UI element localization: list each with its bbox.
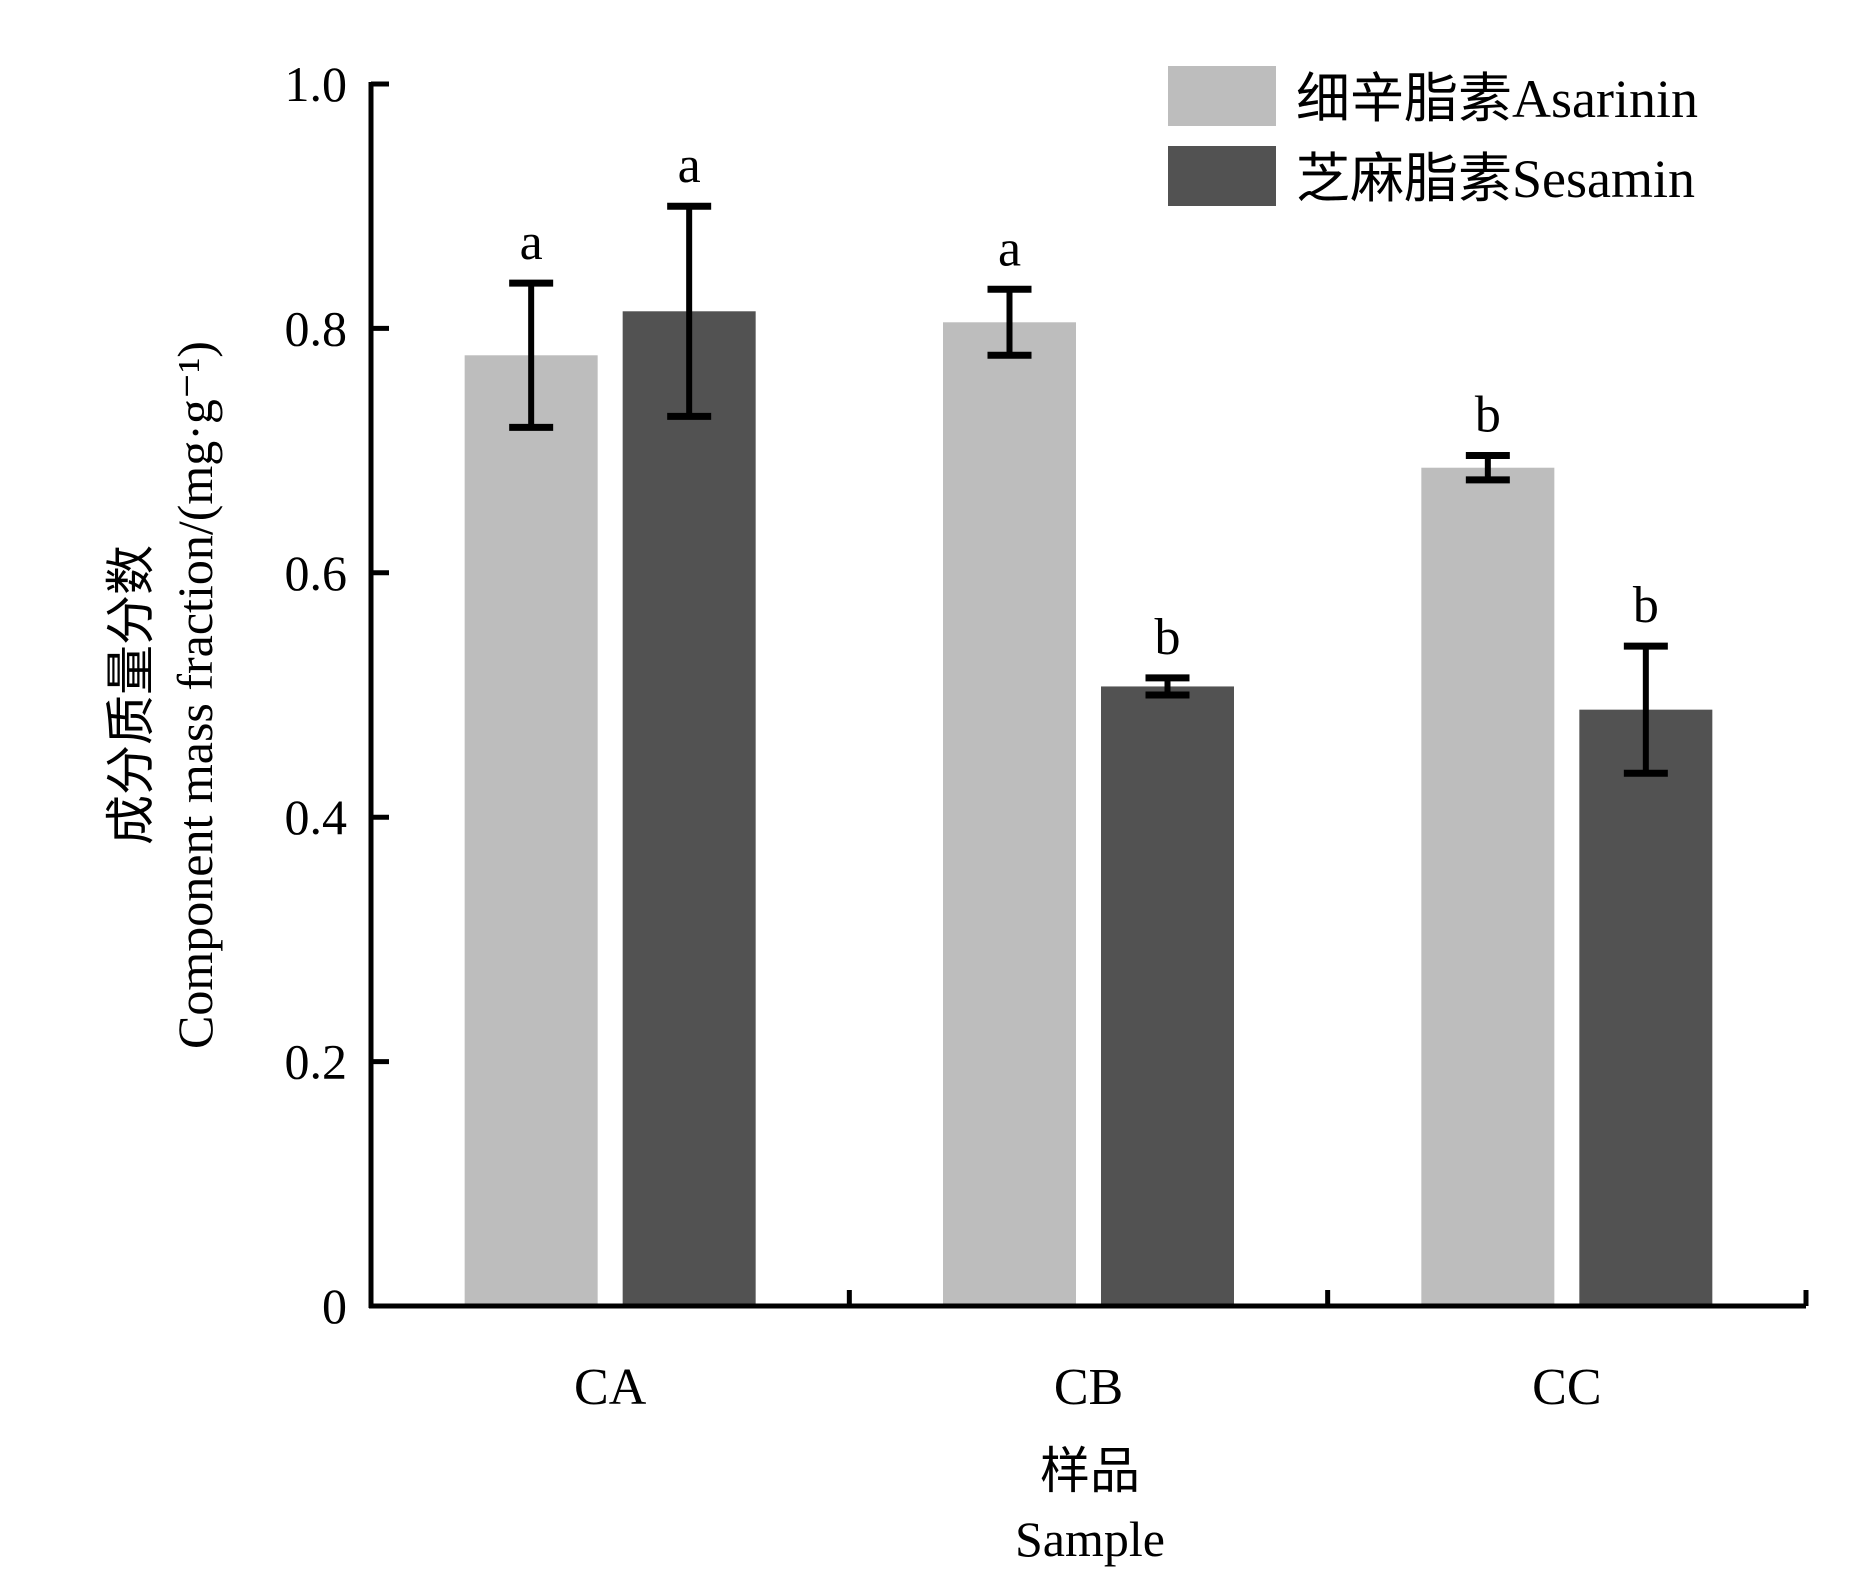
y-tick-label: 0.2: [285, 1034, 348, 1090]
significance-label-cc-series-1: b: [1633, 577, 1659, 634]
significance-label-ca-series-1: a: [678, 137, 701, 194]
error-bar-ca-series-0: [509, 279, 554, 431]
chart-axes: CA CB CC 0 0.2 0.4 0.6 0.8 1.0: [285, 56, 1809, 1416]
x-tick-label-ca: CA: [574, 1359, 647, 1416]
bar-cb-series-1: [1101, 686, 1234, 1306]
y-tick-label: 0.4: [285, 789, 348, 845]
bar-cb-series-0: [943, 322, 1076, 1306]
legend-label-asarinin: 细辛脂素Asarinin: [1296, 69, 1698, 129]
error-bar-cc-series-1: [1623, 642, 1668, 777]
x-axis-title-en: Sample: [1015, 1511, 1165, 1567]
bar-ca-series-0: [464, 355, 598, 1306]
significance-label-cb-series-1: b: [1155, 609, 1181, 666]
bar-ca-series-1: [622, 311, 756, 1306]
error-bar-cb-series-0: [987, 285, 1032, 359]
y-axis-title-cn: 成分质量分数: [103, 545, 159, 845]
x-tick-label-cb: CB: [1054, 1359, 1123, 1416]
legend-swatch-asarinin: [1168, 66, 1276, 126]
legend-swatch-sesamin: [1168, 146, 1276, 206]
chart-marks: a a a b b b: [464, 137, 1713, 1306]
y-tick-label: 0.6: [285, 545, 348, 601]
bar-cc-series-0: [1421, 467, 1555, 1306]
y-tick-label: 0: [322, 1278, 347, 1334]
error-bar-cb-series-1: [1145, 674, 1190, 699]
legend-label-sesamin: 芝麻脂素Sesamin: [1296, 149, 1695, 209]
x-tick-label-cc: CC: [1532, 1359, 1601, 1416]
y-axis-title-en: Component mass fraction/(mg·g⁻¹): [167, 341, 223, 1049]
significance-label-cc-series-0: b: [1475, 386, 1501, 443]
y-tick-label: 1.0: [285, 56, 348, 112]
error-bar-cc-series-0: [1465, 451, 1510, 484]
significance-label-cb-series-0: a: [998, 220, 1021, 277]
significance-label-ca-series-0: a: [520, 214, 543, 271]
legend: 细辛脂素Asarinin 芝麻脂素Sesamin: [1168, 66, 1698, 209]
y-tick-label: 0.8: [285, 300, 348, 356]
error-bar-ca-series-1: [667, 202, 712, 420]
x-axis-title-cn: 样品: [1040, 1443, 1140, 1499]
bar-cc-series-1: [1579, 709, 1713, 1306]
